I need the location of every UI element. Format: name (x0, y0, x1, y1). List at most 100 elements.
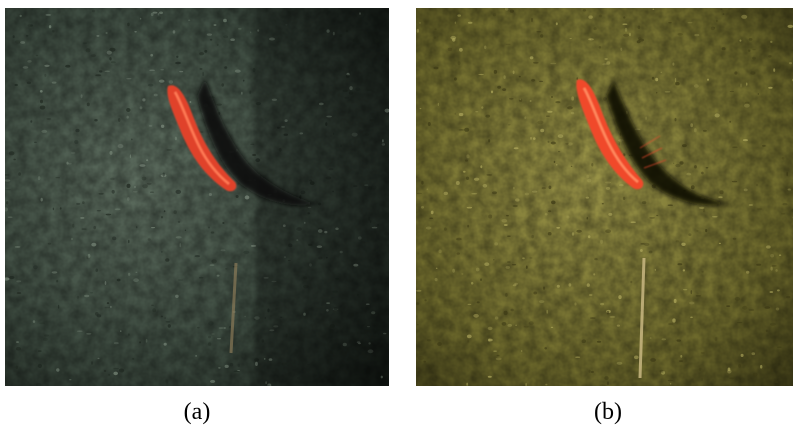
sediment-speck (15, 346, 21, 351)
sediment-speck (752, 372, 758, 377)
sediment-speck (95, 268, 98, 272)
sediment-speck (680, 354, 683, 358)
sediment-speck (454, 21, 457, 24)
sediment-speck (533, 61, 539, 64)
sediment-speck (12, 35, 15, 39)
sediment-speck (545, 383, 548, 386)
sediment-speck (128, 333, 130, 336)
sediment-speck (529, 257, 533, 259)
sediment-speck (452, 268, 455, 273)
sediment-speck (590, 370, 594, 374)
sediment-speck (433, 66, 439, 70)
sediment-speck (729, 120, 732, 123)
sediment-speck (599, 384, 606, 386)
sediment-speck (207, 342, 212, 346)
sediment-speck (661, 338, 666, 341)
sediment-speck (51, 271, 58, 274)
sediment-speck (161, 216, 163, 219)
sediment-speck (98, 192, 104, 195)
sediment-speck (673, 162, 675, 164)
sediment-speck (134, 31, 137, 33)
sediment-speck (629, 32, 631, 37)
sediment-speck (423, 21, 428, 23)
sediment-speck (622, 196, 626, 200)
sediment-speck (668, 323, 674, 325)
sediment-speck (637, 25, 641, 29)
sediment-speck (789, 62, 792, 65)
sediment-speck (566, 215, 570, 219)
sediment-speck (748, 309, 755, 311)
sediment-speck (210, 231, 215, 234)
photo-panel-a (5, 8, 389, 386)
sediment-speck (664, 91, 671, 93)
sediment-speck (158, 79, 165, 83)
sediment-speck (510, 308, 514, 312)
sediment-speck (506, 261, 511, 263)
sediment-speck (43, 337, 48, 341)
sediment-speck (538, 300, 545, 304)
sediment-speck (216, 338, 222, 340)
sediment-speck (97, 357, 100, 360)
sediment-speck (135, 226, 138, 229)
sediment-speck (641, 201, 647, 205)
sediment-speck (746, 270, 750, 274)
sediment-speck (129, 154, 131, 159)
sediment-speck (466, 334, 472, 339)
sediment-speck (218, 367, 221, 369)
sediment-speck (209, 264, 215, 266)
sediment-speck (133, 278, 139, 283)
sediment-speck (463, 170, 466, 173)
sediment-speck (484, 262, 490, 266)
sediment-speck (244, 315, 246, 318)
sediment-speck (505, 43, 511, 46)
sediment-speck (70, 237, 74, 241)
sediment-speck (175, 236, 182, 239)
sediment-speck (605, 181, 612, 184)
sediment-speck (509, 97, 514, 100)
sediment-speck (250, 143, 255, 145)
sediment-speck (503, 224, 508, 226)
sediment-speck (139, 341, 142, 344)
sediment-speck (224, 364, 229, 368)
sediment-speck (475, 111, 479, 113)
sediment-speck (114, 208, 121, 211)
sediment-speck (770, 254, 774, 258)
sediment-speck (640, 249, 643, 252)
sediment-speck (86, 332, 92, 335)
sediment-speck (555, 101, 561, 104)
sediment-speck (550, 141, 556, 145)
sediment-speck (571, 232, 575, 236)
sediment-speck (672, 318, 676, 323)
sediment-speck (7, 216, 13, 218)
sediment-speck (179, 70, 184, 73)
sediment-speck (139, 17, 142, 20)
sediment-speck (456, 237, 462, 241)
sediment-speck (656, 214, 659, 217)
sediment-speck (234, 69, 241, 73)
sediment-speck (103, 369, 107, 373)
sediment-speck (132, 358, 135, 360)
sediment-speck (75, 128, 80, 133)
sediment-speck (574, 302, 577, 306)
sediment-speck (514, 282, 518, 285)
sediment-speck (593, 273, 596, 276)
sediment-speck (27, 24, 33, 27)
sediment-speck (507, 323, 512, 327)
sediment-speck (509, 9, 514, 13)
shrimp (576, 79, 667, 190)
sediment-speck (243, 222, 247, 224)
sediment-speck (586, 283, 590, 287)
sediment-speck (148, 125, 153, 127)
sediment-speck (569, 38, 572, 40)
sediment-speck (86, 255, 89, 259)
sediment-speck (72, 223, 75, 228)
sediment-speck (457, 61, 461, 66)
sediment-speck (416, 192, 422, 195)
sediment-speck (765, 329, 768, 333)
sediment-speck (429, 217, 433, 220)
sediment-speck (199, 68, 203, 70)
sediment-speck (770, 40, 773, 44)
sediment-speck (9, 275, 15, 280)
sediment-speck (433, 36, 437, 39)
sediment-speck (494, 316, 499, 320)
